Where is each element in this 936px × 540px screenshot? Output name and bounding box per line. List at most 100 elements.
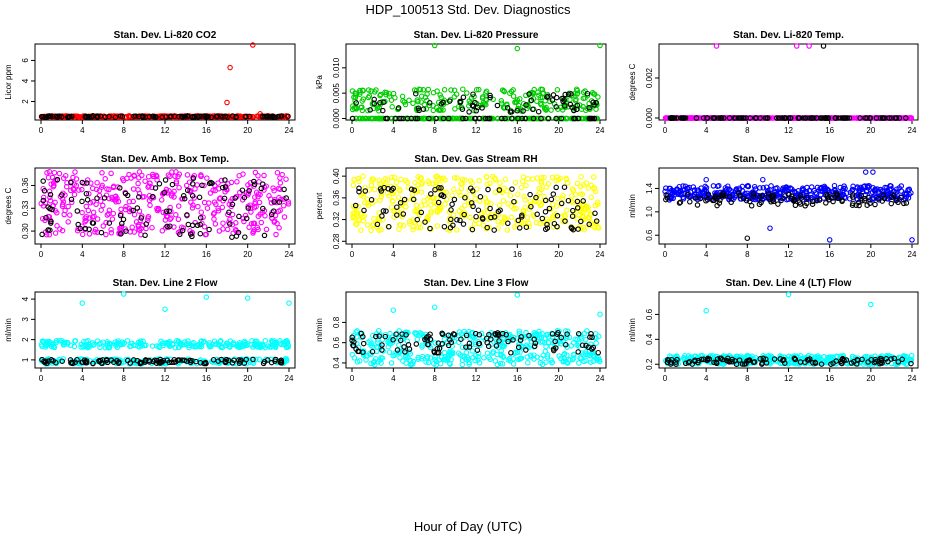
- data-point: [371, 215, 377, 222]
- data-point: [588, 194, 594, 201]
- data-point: [250, 230, 256, 236]
- data-point: [518, 108, 524, 114]
- data-point: [101, 195, 108, 201]
- data-point: [568, 198, 575, 205]
- data-point: [514, 45, 521, 52]
- data-point: [382, 331, 389, 338]
- data-point: [380, 107, 386, 114]
- data-point: [561, 184, 568, 190]
- data-point: [264, 114, 271, 120]
- data-point: [506, 355, 513, 362]
- data-point: [515, 217, 522, 224]
- data-point: [180, 342, 186, 348]
- data-point: [52, 199, 58, 206]
- data-point: [194, 222, 201, 229]
- data-point: [544, 221, 550, 228]
- x-tick-label: 12: [161, 250, 170, 259]
- data-point: [109, 216, 116, 222]
- data-point: [149, 343, 156, 349]
- data-point: [181, 195, 188, 202]
- data-point: [196, 113, 202, 119]
- x-tick-label: 16: [202, 126, 211, 135]
- x-tick-label: 12: [472, 374, 481, 383]
- x-tick-label: 8: [432, 126, 437, 135]
- data-point: [459, 205, 465, 212]
- data-point: [399, 213, 406, 220]
- data-point: [426, 102, 433, 109]
- data-point: [462, 194, 468, 201]
- data-point: [361, 207, 367, 214]
- data-point: [222, 177, 228, 183]
- data-point: [257, 114, 263, 120]
- data-point: [78, 341, 85, 348]
- data-point: [382, 89, 388, 95]
- data-point: [893, 197, 899, 204]
- data-point: [788, 193, 795, 199]
- data-point: [523, 329, 529, 336]
- data-point: [494, 102, 501, 109]
- data-point: [676, 200, 683, 206]
- data-point: [517, 337, 524, 343]
- data-point: [208, 343, 214, 350]
- data-point: [479, 94, 486, 100]
- data-point: [802, 115, 808, 121]
- data-point: [432, 340, 439, 346]
- data-point: [551, 212, 557, 219]
- data-point: [861, 197, 868, 204]
- data-point: [850, 183, 856, 190]
- data-point: [69, 360, 76, 367]
- data-point: [826, 237, 833, 243]
- data-point: [541, 105, 548, 112]
- data-point: [574, 198, 581, 205]
- data-point: [382, 333, 389, 340]
- data-point: [187, 187, 193, 194]
- data-point: [192, 186, 198, 192]
- data-point: [131, 113, 137, 119]
- data-point: [816, 197, 823, 203]
- data-point: [379, 347, 385, 353]
- data-point: [278, 341, 284, 348]
- data-point: [419, 342, 425, 348]
- data-point: [406, 97, 412, 104]
- data-point: [499, 361, 506, 367]
- data-point: [528, 203, 534, 210]
- data-point: [585, 214, 592, 221]
- data-point: [850, 194, 856, 200]
- data-point: [262, 113, 268, 120]
- data-point: [679, 115, 686, 121]
- data-point: [550, 92, 557, 98]
- data-point: [877, 115, 884, 121]
- y-axis-label: ml/min: [628, 318, 637, 342]
- data-point: [466, 359, 472, 366]
- data-point: [500, 197, 507, 204]
- data-point: [412, 179, 418, 186]
- data-point: [425, 213, 431, 220]
- data-point: [862, 169, 869, 175]
- data-point: [569, 356, 576, 363]
- panel-3: Stan. Dev. Li-820 Temp.0 4 8 12 16 20 240.0000…: [628, 30, 919, 135]
- data-point: [687, 199, 693, 205]
- y-axis-label: percent: [315, 192, 324, 219]
- y-tick-label: 4: [21, 296, 30, 301]
- data-point: [824, 191, 830, 198]
- data-point: [279, 171, 285, 178]
- x-tick-label: 0: [350, 250, 355, 259]
- data-point: [227, 216, 233, 223]
- data-point: [206, 226, 212, 233]
- data-point: [526, 91, 532, 97]
- data-point: [244, 342, 250, 349]
- x-tick-label: 0: [663, 374, 668, 383]
- data-point: [588, 98, 595, 104]
- data-point: [868, 301, 874, 308]
- data-point: [554, 195, 561, 202]
- data-point: [190, 175, 197, 182]
- data-point: [583, 203, 589, 209]
- data-point: [839, 192, 846, 198]
- data-point: [487, 92, 493, 99]
- data-point: [823, 115, 829, 121]
- data-point: [405, 342, 412, 348]
- data-point: [536, 190, 543, 196]
- data-point: [539, 215, 546, 222]
